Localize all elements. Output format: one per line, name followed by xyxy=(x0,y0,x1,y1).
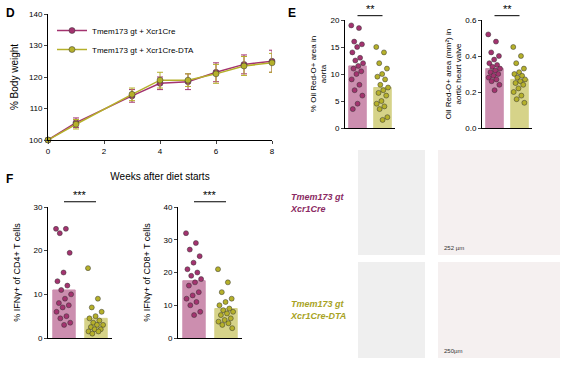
svg-text:F: F xyxy=(6,172,13,186)
svg-text:0: 0 xyxy=(46,147,51,156)
svg-text:Tmem173 gtXcr1Cre-DTA: Tmem173 gtXcr1Cre-DTA xyxy=(290,299,346,321)
svg-text:110: 110 xyxy=(30,104,43,113)
svg-text:**: ** xyxy=(366,3,375,15)
svg-text:10: 10 xyxy=(33,290,42,299)
svg-text:% Oil Red-O+ area inaorta: % Oil Red-O+ area inaorta xyxy=(309,36,328,112)
svg-text:% IFNγ+ of CD8+ T cells: % IFNγ+ of CD8+ T cells xyxy=(142,223,152,322)
svg-text:**: ** xyxy=(503,3,512,15)
svg-text:E: E xyxy=(288,6,296,20)
svg-text:Tmem173 gtXcr1Cre: Tmem173 gtXcr1Cre xyxy=(290,192,345,214)
svg-text:2: 2 xyxy=(102,147,107,156)
svg-text:% IFNγ+ of CD4+ T cells: % IFNγ+ of CD4+ T cells xyxy=(12,223,22,322)
svg-text:100: 100 xyxy=(29,136,43,145)
svg-text:5: 5 xyxy=(335,97,340,106)
svg-text:D: D xyxy=(6,6,15,20)
svg-text:40: 40 xyxy=(163,203,172,212)
svg-text:120: 120 xyxy=(29,73,43,82)
svg-text:Oil Red-O+ area (mm²) inaortic: Oil Red-O+ area (mm²) inaortic heart val… xyxy=(444,29,463,119)
svg-text:30: 30 xyxy=(33,203,42,212)
svg-text:***: *** xyxy=(73,189,87,201)
svg-text:15: 15 xyxy=(330,43,339,52)
svg-text:0.2: 0.2 xyxy=(465,88,477,97)
svg-text:0: 0 xyxy=(168,334,173,343)
svg-text:6: 6 xyxy=(214,147,219,156)
svg-text:130: 130 xyxy=(29,41,43,50)
svg-text:250µm: 250µm xyxy=(444,348,462,354)
svg-text:20: 20 xyxy=(163,268,172,277)
svg-text:% Body weight: % Body weight xyxy=(9,44,20,110)
svg-text:10: 10 xyxy=(163,301,172,310)
svg-text:0.0: 0.0 xyxy=(465,124,477,133)
svg-text:20: 20 xyxy=(330,16,339,25)
svg-text:0: 0 xyxy=(38,334,43,343)
svg-text:Weeks after diet starts: Weeks after diet starts xyxy=(110,171,209,182)
svg-text:Tmem173 gt + Xcr1Cre: Tmem173 gt + Xcr1Cre xyxy=(92,27,176,36)
svg-text:252 µm: 252 µm xyxy=(444,245,464,251)
svg-text:0.4: 0.4 xyxy=(465,52,477,61)
svg-text:140: 140 xyxy=(29,10,43,19)
svg-text:4: 4 xyxy=(158,147,163,156)
svg-text:30: 30 xyxy=(163,236,172,245)
svg-text:0: 0 xyxy=(335,124,340,133)
svg-text:0.6: 0.6 xyxy=(465,16,477,25)
svg-text:10: 10 xyxy=(330,70,339,79)
svg-text:8: 8 xyxy=(270,147,275,156)
svg-text:20: 20 xyxy=(33,246,42,255)
svg-text:***: *** xyxy=(203,189,217,201)
svg-text:Tmem173 gt + Xcr1Cre-DTA: Tmem173 gt + Xcr1Cre-DTA xyxy=(92,46,194,55)
